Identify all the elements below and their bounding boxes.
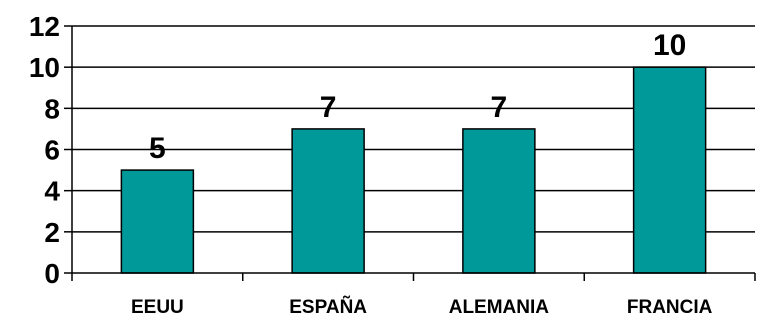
data-label-2: 7 <box>491 91 508 124</box>
bar-alemania <box>462 128 536 274</box>
y-tick-label-0: 0 <box>44 258 60 289</box>
y-tick-labels: 0 2 4 6 8 10 12 <box>29 11 61 289</box>
data-label-0: 5 <box>149 132 166 165</box>
bar-españa <box>291 128 365 274</box>
x-category-labels: EEUU ESPAÑA ALEMANIA FRANCIA <box>131 296 713 318</box>
y-tick-label-4: 4 <box>44 176 60 207</box>
y-tick-label-8: 8 <box>44 93 60 124</box>
y-tick-label-2: 2 <box>44 217 60 248</box>
data-label-1: 7 <box>320 91 337 124</box>
x-category-label-2: ALEMANIA <box>449 297 550 318</box>
bar-eeuu <box>120 169 195 274</box>
y-tick-label-12: 12 <box>29 11 60 42</box>
bar-francia <box>632 66 707 274</box>
x-category-label-1: ESPAÑA <box>289 296 367 318</box>
data-labels: 5 7 7 10 <box>149 29 686 165</box>
y-tick-label-6: 6 <box>44 135 60 166</box>
bars <box>120 66 707 274</box>
x-category-label-3: FRANCIA <box>627 297 713 318</box>
axes <box>64 25 756 281</box>
data-label-3: 10 <box>653 29 686 62</box>
y-tick-label-10: 10 <box>29 52 60 83</box>
x-category-label-0: EEUU <box>131 297 184 318</box>
